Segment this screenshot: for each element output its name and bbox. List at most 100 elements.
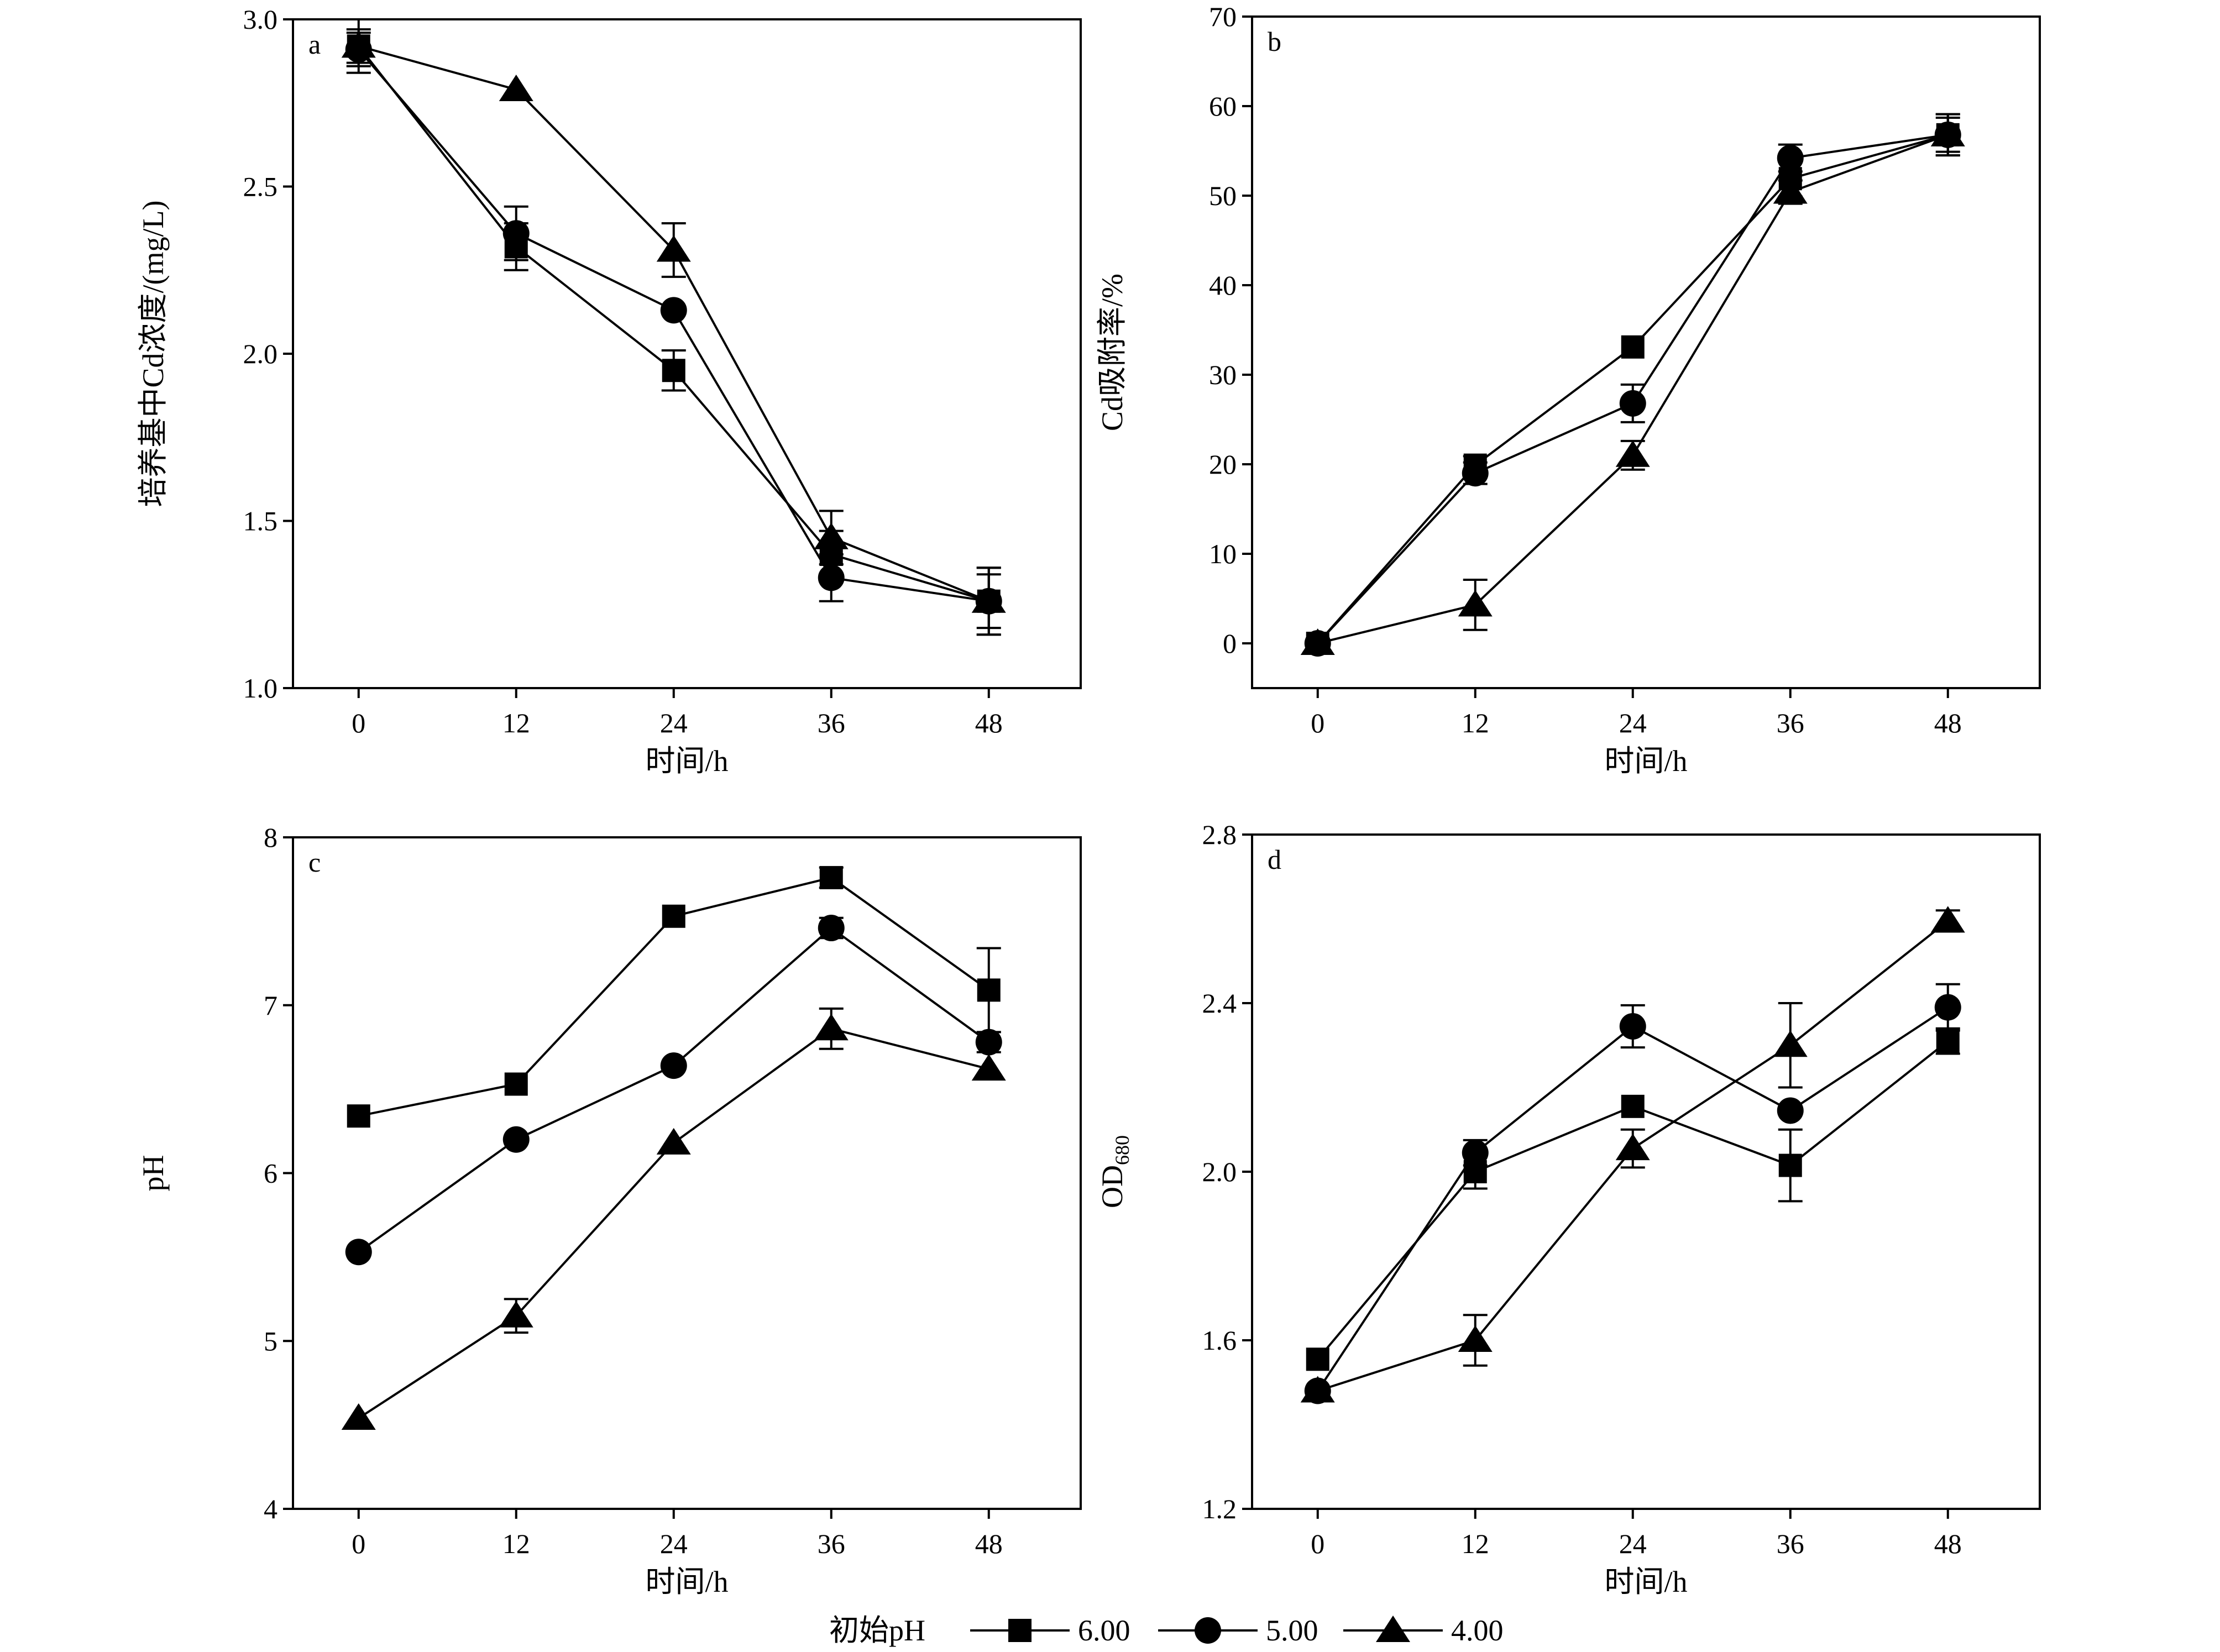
x-tick-label: 36 — [818, 707, 845, 738]
y-tick-label: 70 — [1209, 1, 1237, 32]
x-tick-label: 24 — [1619, 707, 1647, 738]
series-triangle — [341, 28, 1006, 630]
data-point-circle — [345, 1239, 372, 1266]
data-point-triangle — [1458, 590, 1493, 617]
series-line — [358, 1027, 989, 1419]
series-triangle — [341, 1007, 1006, 1430]
x-tick-label: 48 — [1934, 1528, 1962, 1559]
x-tick-label: 24 — [1619, 1528, 1647, 1559]
y-tick-label: 1.0 — [243, 673, 278, 704]
data-point-circle — [1777, 144, 1804, 171]
series-square — [346, 18, 1001, 636]
y-tick-label: 60 — [1209, 91, 1237, 122]
data-point-square — [977, 978, 1001, 1002]
x-tick-label: 12 — [502, 707, 530, 738]
x-tick-label: 0 — [352, 707, 365, 738]
legend-item-triangle: 4.00 — [1343, 1614, 1504, 1647]
x-axis-title: 时间/h — [645, 744, 728, 778]
data-point-square — [504, 1072, 528, 1096]
data-point-circle — [1462, 460, 1489, 487]
y-tick-label: 2.0 — [243, 338, 278, 369]
x-tick-label: 48 — [975, 1528, 1003, 1559]
series-line — [358, 926, 989, 1253]
data-point-triangle — [1458, 1325, 1493, 1352]
y-axis-title-main: OD — [1096, 1165, 1129, 1208]
data-point-circle — [1619, 390, 1646, 417]
data-point-triangle — [656, 1127, 691, 1155]
legend-title: 初始pH — [829, 1614, 925, 1647]
data-point-circle — [502, 1126, 530, 1153]
series-line — [358, 45, 989, 602]
plot-frame — [1251, 15, 2041, 689]
legend-label: 5.00 — [1266, 1614, 1318, 1647]
y-tick-label: 40 — [1209, 270, 1237, 301]
data-point-triangle — [1300, 628, 1335, 655]
data-point-triangle — [814, 1014, 849, 1041]
legend: 初始pH 6.00 5.00 4.00 — [829, 1614, 1504, 1647]
y-tick-label: 30 — [1209, 359, 1237, 390]
x-tick-label: 36 — [1777, 707, 1804, 738]
data-point-circle — [660, 1052, 687, 1079]
data-point-circle — [818, 915, 845, 942]
panel-letter: c — [308, 847, 321, 878]
x-tick-label: 24 — [660, 1528, 688, 1559]
y-tick-label: 0 — [1223, 628, 1237, 659]
series-triangle — [1300, 906, 1965, 1403]
legend-marker-square — [1008, 1619, 1032, 1642]
plot-frame — [1251, 833, 2041, 1510]
y-axis-title: pH — [137, 1155, 170, 1192]
y-tick-label: 1.2 — [1202, 1493, 1237, 1524]
y-axis-title: OD680 — [1096, 1135, 1133, 1208]
data-point-circle — [1619, 1013, 1646, 1040]
series-line — [1317, 1006, 1949, 1392]
series-square — [347, 866, 1001, 1128]
data-point-triangle — [1930, 119, 1965, 146]
y-axis-title: Cd吸附率/% — [1096, 274, 1129, 431]
x-tick-label: 36 — [818, 1528, 845, 1559]
data-point-circle — [660, 297, 687, 324]
data-point-circle — [818, 564, 845, 591]
data-point-square — [662, 359, 685, 382]
x-tick-label: 24 — [660, 707, 688, 738]
series-circle — [345, 915, 1002, 1266]
data-point-triangle — [656, 235, 691, 262]
x-tick-label: 36 — [1777, 1528, 1804, 1559]
panel-b: b 0 12 24 36 48 0 10 20 30 40 50 60 70 时间/h Cd吸附率/% — [1096, 1, 2041, 778]
x-axis-title: 时间/h — [1604, 744, 1687, 778]
data-point-square — [819, 866, 843, 889]
series-circle — [1304, 983, 1961, 1404]
y-tick-label: 7 — [264, 990, 278, 1021]
data-point-triangle — [1300, 1376, 1335, 1403]
data-point-triangle — [499, 75, 533, 102]
data-point-circle — [1934, 994, 1961, 1021]
legend-label: 4.00 — [1451, 1614, 1504, 1647]
x-tick-label: 12 — [1462, 1528, 1489, 1559]
x-tick-label: 12 — [502, 1528, 530, 1559]
x-tick-label: 12 — [1462, 707, 1489, 738]
panel-letter: a — [308, 29, 321, 60]
data-point-square — [1936, 1029, 1960, 1053]
data-point-triangle — [1930, 906, 1965, 933]
data-point-square — [347, 1104, 370, 1128]
plot-frame — [292, 18, 1082, 689]
data-point-triangle — [971, 1054, 1006, 1081]
legend-item-circle: 5.00 — [1158, 1614, 1318, 1647]
series-line — [358, 49, 989, 602]
data-point-triangle — [499, 1300, 533, 1328]
x-tick-label: 0 — [1311, 1528, 1324, 1559]
data-point-square — [662, 904, 685, 928]
y-tick-label: 6 — [264, 1158, 278, 1189]
y-tick-label: 2.0 — [1202, 1156, 1237, 1187]
data-point-triangle — [1773, 177, 1808, 204]
data-point-triangle — [971, 586, 1006, 613]
panel-a: a 0 12 24 36 48 1.0 1.5 2.0 2.5 3.0 时间/h 培养基中Cd浓度/(m… — [137, 4, 1082, 778]
y-tick-label: 2.8 — [1202, 819, 1237, 850]
data-point-square — [1621, 1094, 1645, 1118]
y-axis-title-subscript: 680 — [1111, 1135, 1133, 1165]
y-axis-title: 培养基中Cd浓度/(mg/L) — [137, 201, 170, 507]
data-point-triangle — [814, 522, 849, 549]
panel-c: c 0 12 24 36 48 4 5 6 7 8 时间/h pH — [137, 822, 1082, 1598]
y-tick-label: 8 — [264, 822, 278, 853]
x-tick-label: 0 — [352, 1528, 365, 1559]
data-point-square — [1621, 335, 1645, 359]
